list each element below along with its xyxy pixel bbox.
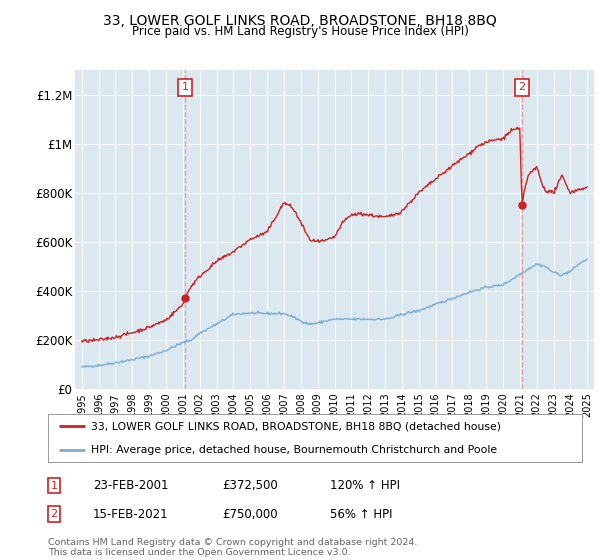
Text: 1: 1 <box>181 82 188 92</box>
Text: 33, LOWER GOLF LINKS ROAD, BROADSTONE, BH18 8BQ (detached house): 33, LOWER GOLF LINKS ROAD, BROADSTONE, B… <box>91 421 501 431</box>
Text: 1: 1 <box>50 480 58 491</box>
Text: 120% ↑ HPI: 120% ↑ HPI <box>330 479 400 492</box>
Text: 2: 2 <box>50 509 58 519</box>
Text: 15-FEB-2021: 15-FEB-2021 <box>93 507 169 521</box>
Text: HPI: Average price, detached house, Bournemouth Christchurch and Poole: HPI: Average price, detached house, Bour… <box>91 445 497 455</box>
Text: 23-FEB-2001: 23-FEB-2001 <box>93 479 169 492</box>
Text: £750,000: £750,000 <box>222 507 278 521</box>
Text: Contains HM Land Registry data © Crown copyright and database right 2024.
This d: Contains HM Land Registry data © Crown c… <box>48 538 418 557</box>
Text: 33, LOWER GOLF LINKS ROAD, BROADSTONE, BH18 8BQ: 33, LOWER GOLF LINKS ROAD, BROADSTONE, B… <box>103 14 497 28</box>
Text: Price paid vs. HM Land Registry's House Price Index (HPI): Price paid vs. HM Land Registry's House … <box>131 25 469 38</box>
Text: 2: 2 <box>518 82 526 92</box>
Text: £372,500: £372,500 <box>222 479 278 492</box>
Text: 56% ↑ HPI: 56% ↑ HPI <box>330 507 392 521</box>
